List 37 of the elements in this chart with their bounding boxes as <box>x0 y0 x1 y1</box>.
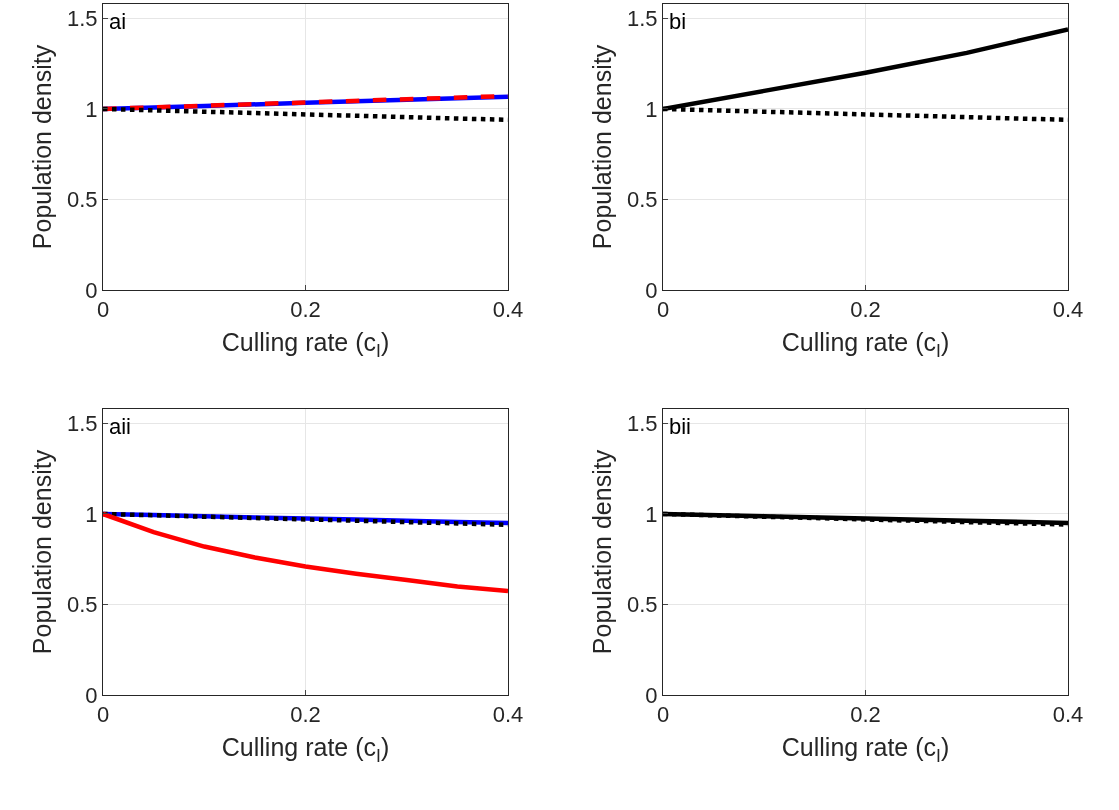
line-series <box>103 511 508 594</box>
annotation: aii <box>109 414 132 439</box>
y-tick-label: 1.5 <box>627 6 658 32</box>
x-axis-title: Culling rate (c$_{I}$) <box>781 733 950 766</box>
y-tick-label: 0.5 <box>627 592 658 618</box>
y-tick-label: 0 <box>645 277 658 303</box>
x-tick-label: 0.4 <box>492 702 524 728</box>
y-tick-label: 1.5 <box>627 411 658 437</box>
x-axis-title: Culling rate (c$_{I}$) <box>221 328 390 361</box>
x-axis-title: Culling rate (c$_{I}$) <box>221 733 390 766</box>
x-tick-label: 0.2 <box>850 297 881 323</box>
y-axis-title: Population density <box>27 449 56 655</box>
x-tick-label: 0.2 <box>850 702 881 728</box>
y-tick-label: 0 <box>645 682 658 708</box>
annotation: bii <box>669 414 692 439</box>
x-tick-label: 0.2 <box>290 702 321 728</box>
x-tick-label: 0.4 <box>492 297 524 323</box>
y-tick-label: 0.5 <box>627 187 658 213</box>
y-tick-label: 1 <box>645 96 658 122</box>
annotation: bi <box>669 9 687 34</box>
y-axis-title: Population density <box>587 44 616 250</box>
x-tick-label: 0.4 <box>1052 702 1084 728</box>
y-tick-label: 0 <box>85 277 98 303</box>
y-tick-label: 1.5 <box>67 411 98 437</box>
y-axis-title: Population density <box>27 44 56 250</box>
y-tick-label: 1 <box>85 96 98 122</box>
x-tick-label: 0.2 <box>290 297 321 323</box>
x-tick-label: 0.4 <box>1052 297 1084 323</box>
y-tick-label: 0 <box>85 682 98 708</box>
y-tick-label: 0.5 <box>67 187 98 213</box>
y-tick-label: 1.5 <box>67 6 98 32</box>
y-tick-label: 1 <box>645 501 658 527</box>
y-tick-label: 1 <box>85 501 98 527</box>
annotation: ai <box>109 9 127 34</box>
x-axis-title: Culling rate (c$_{I}$) <box>781 328 950 361</box>
y-axis-title: Population density <box>587 449 616 655</box>
y-tick-label: 0.5 <box>67 592 98 618</box>
